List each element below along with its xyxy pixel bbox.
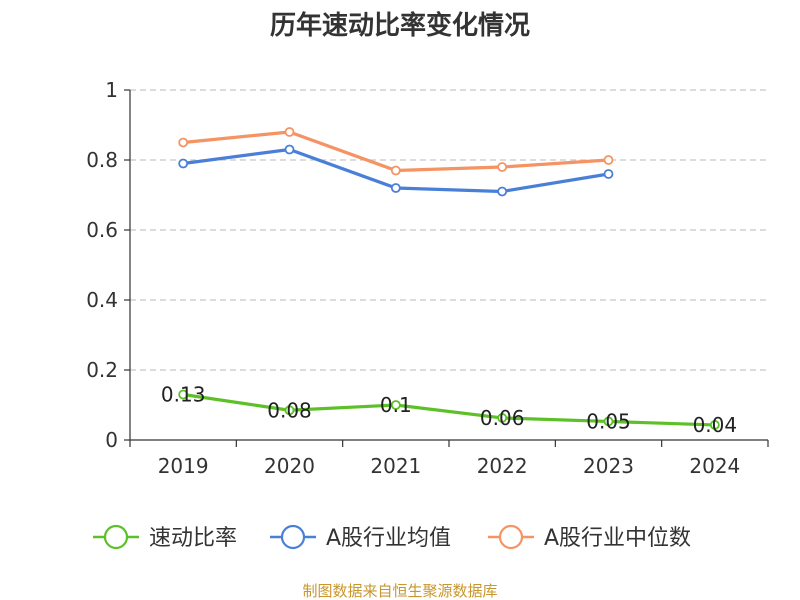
legend-label: A股行业中位数 (544, 526, 691, 551)
series-line (181, 130, 611, 173)
axes: 0 0.2 0.4 0.6 0.8 1 2019 2020 2021 2022 2023 2024 (86, 78, 769, 478)
legend-label: A股行业均值 (326, 526, 451, 551)
data-label: 0.04 (693, 413, 738, 437)
data-point (709, 420, 720, 430)
legend-marker-icon (280, 524, 306, 550)
y-tick-label: 0 (105, 428, 118, 452)
series (178, 127, 720, 430)
y-tick-label: 0.6 (86, 218, 118, 242)
series-line (181, 392, 717, 427)
data-label: 0.13 (161, 383, 206, 407)
data-point (497, 413, 508, 423)
data-point (603, 416, 614, 427)
y-tick-label: 0.8 (86, 148, 118, 172)
legend-marker-icon (103, 524, 129, 550)
chart-title: 历年速动比率变化情况 (270, 10, 530, 41)
x-tick-label: 2021 (370, 454, 421, 478)
y-tick-label: 1 (105, 78, 118, 102)
y-tick-label: 0.2 (86, 358, 118, 382)
data-point (390, 183, 401, 193)
x-tick-label: 2023 (583, 454, 634, 478)
data-point (284, 144, 295, 155)
data-point (497, 162, 508, 172)
data-label: 0.1 (380, 393, 412, 417)
source-note: 制图数据来自恒生聚源数据库 (302, 582, 497, 600)
legend[interactable]: 速动比率 A股行业均值 A股行业中位数 (93, 524, 691, 551)
legend-item[interactable]: A股行业均值 (270, 524, 451, 551)
data-point (178, 158, 189, 169)
data-point (178, 137, 189, 148)
data-point (178, 389, 189, 400)
legend-label: 速动比率 (149, 526, 237, 551)
grid (130, 89, 768, 371)
data-point (284, 405, 295, 416)
x-tick-label: 2022 (477, 454, 528, 478)
legend-marker-icon (498, 524, 524, 550)
data-point (497, 186, 508, 197)
data-point (284, 127, 295, 137)
x-tick-label: 2024 (689, 454, 740, 478)
data-labels: 0.13 0.08 0.1 0.06 0.05 0.04 (161, 383, 737, 437)
legend-item[interactable]: A股行业中位数 (488, 524, 691, 551)
data-point (390, 400, 401, 410)
data-point (390, 165, 401, 176)
data-label: 0.08 (267, 398, 312, 422)
x-tick-label: 2020 (264, 454, 315, 478)
data-point (603, 169, 614, 179)
x-tick-label: 2019 (158, 454, 209, 478)
data-label: 0.05 (586, 409, 631, 433)
legend-item[interactable]: 速动比率 (93, 524, 237, 551)
data-label: 0.06 (480, 406, 525, 430)
y-tick-label: 0.4 (86, 288, 118, 312)
data-point (603, 155, 614, 165)
